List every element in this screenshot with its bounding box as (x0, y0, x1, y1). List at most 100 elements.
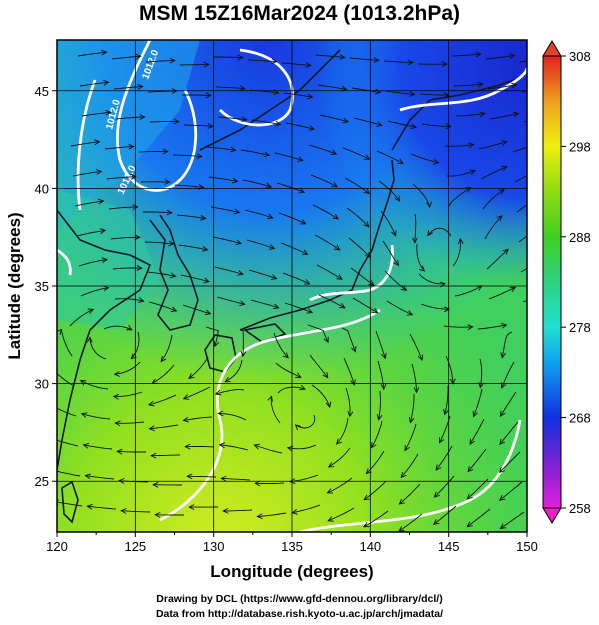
streamline (444, 143, 474, 147)
streamline-arrowhead (331, 182, 339, 188)
streamline-arrowhead (466, 493, 473, 500)
streamline-arrowhead (475, 51, 482, 58)
streamline-arrowhead (239, 85, 246, 92)
coastline-korea (149, 214, 199, 331)
streamline (348, 237, 371, 258)
streamline-arrowhead (270, 274, 278, 280)
streamline-arrowhead (154, 511, 161, 518)
streamline-arrowhead (230, 146, 237, 153)
streamline (307, 324, 329, 343)
streamline-arrowhead (502, 248, 509, 255)
streamline (217, 116, 247, 121)
streamline (448, 187, 471, 207)
streamline-arrowhead (535, 169, 541, 174)
streamline-arrowhead (347, 410, 354, 418)
streamline-arrowhead (132, 204, 139, 210)
streamline-arrowhead (404, 444, 410, 452)
streamline (246, 239, 275, 250)
streamline (221, 477, 251, 481)
streamline-arrowhead (87, 308, 95, 314)
streamline-arrowhead (233, 208, 241, 215)
streamline-arrowhead (150, 452, 157, 459)
streamline (144, 241, 174, 245)
streamline-arrowhead (105, 109, 112, 116)
streamline-arrowhead (332, 213, 339, 220)
streamline (418, 273, 446, 285)
streamline (254, 444, 283, 454)
streamline (486, 249, 509, 270)
streamline (469, 418, 485, 445)
streamline (352, 297, 378, 314)
streamline-arrowhead (134, 234, 141, 241)
streamline-arrowhead (499, 523, 507, 530)
streamline (148, 301, 177, 312)
streamline-arrowhead (501, 165, 508, 172)
x-tick-label: 120 (46, 539, 68, 554)
streamline-arrowhead (217, 410, 224, 417)
streamline-arrowhead (398, 498, 405, 505)
streamline (349, 57, 379, 61)
streamline-arrowhead (164, 179, 171, 185)
streamline (215, 389, 245, 395)
streamline-arrowhead (113, 371, 120, 377)
streamline (316, 264, 343, 280)
streamline (499, 451, 521, 473)
streamline (276, 182, 305, 193)
colorbar-tick-label: 278 (569, 320, 591, 335)
streamline (182, 304, 211, 315)
streamline-arrowhead (376, 414, 383, 421)
streamline-arrowhead (400, 471, 407, 479)
streamline (382, 240, 399, 266)
streamline (399, 483, 421, 505)
streamline-arrowhead (407, 59, 414, 66)
streamline-arrowhead (201, 246, 209, 252)
streamline (344, 177, 370, 194)
streamline (278, 212, 306, 225)
streamline-arrowhead (86, 336, 93, 343)
x-axis-label: Longitude (degrees) (210, 562, 373, 581)
streamline (488, 286, 516, 300)
streamline (384, 270, 407, 291)
streamline-arrowhead (267, 213, 274, 220)
streamline-arrowhead (231, 177, 239, 184)
streamline-arrowhead (335, 438, 343, 445)
streamline (315, 54, 345, 58)
streamline-arrowhead (408, 416, 415, 424)
streamline-arrowhead (182, 416, 189, 423)
streamline-arrowhead (535, 142, 541, 147)
colorbar-tick-label: 268 (569, 411, 591, 426)
streamline-arrowhead (381, 352, 387, 360)
streamline-arrowhead (472, 410, 478, 418)
streamline-arrowhead (510, 82, 518, 89)
streamline-arrowhead (50, 405, 56, 410)
streamline-arrowhead (469, 438, 475, 445)
streamline-arrowhead (99, 228, 107, 234)
streamline-arrowhead (263, 151, 271, 158)
streamline-arrowhead (196, 153, 203, 160)
streamline-arrowhead (427, 229, 433, 237)
streamline (70, 141, 100, 147)
streamline-arrowhead (397, 158, 404, 164)
streamline-arrowhead (50, 437, 56, 442)
streamline (244, 209, 273, 219)
streamline-arrowhead (363, 188, 370, 195)
streamline (427, 227, 452, 237)
streamline-arrowhead (501, 140, 508, 146)
streamline (376, 150, 404, 164)
streamline-arrowhead (273, 303, 280, 310)
streamline-arrowhead (372, 307, 379, 314)
streamline (378, 390, 381, 420)
streamline (214, 266, 244, 275)
y-tick-label: 30 (35, 377, 49, 392)
streamline-arrowhead (465, 186, 472, 193)
x-tick-label: 140 (359, 539, 381, 554)
streamline (183, 386, 211, 400)
streamline (487, 84, 517, 90)
streamline-arrowhead (467, 465, 474, 473)
streamline-arrowhead (95, 169, 103, 175)
streamline-arrowhead (138, 297, 145, 303)
streamline (410, 153, 439, 164)
streamline-arrowhead (184, 443, 191, 450)
streamline-arrowhead (114, 420, 121, 427)
streamline (130, 331, 140, 359)
